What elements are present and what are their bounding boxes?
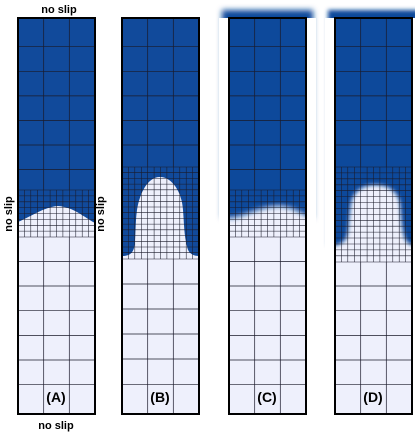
panel-frame <box>228 17 307 415</box>
panel-frame <box>17 17 96 415</box>
coarse-grid <box>18 18 95 414</box>
panel-frame <box>334 17 413 415</box>
top-boundary-label: no slip <box>41 4 77 16</box>
fine-grid <box>122 166 199 260</box>
heavy-fluid <box>328 10 415 246</box>
left-boundary-label: no slip <box>3 196 15 232</box>
heavy-fluid <box>222 10 313 219</box>
panel-b: (B) <box>121 17 200 415</box>
coarse-grid <box>335 18 412 414</box>
side-boundary-label: no slip <box>95 196 107 232</box>
fine-grid <box>335 166 412 263</box>
panel-d: (D) <box>325 10 415 415</box>
fine-grid <box>229 189 306 238</box>
bottom-boundary-label: no slip <box>38 420 74 432</box>
coarse-grid <box>229 18 306 414</box>
panel-a: (A) <box>17 17 96 415</box>
panel-label: (D) <box>363 389 382 405</box>
panel-label: (C) <box>257 389 276 405</box>
fine-grid <box>18 189 95 238</box>
panel-c: (C) <box>219 10 316 415</box>
panel-frame <box>121 17 200 415</box>
panel-label: (A) <box>46 389 65 405</box>
heavy-fluid <box>122 18 199 256</box>
coarse-grid <box>122 18 199 414</box>
panel-label: (B) <box>150 389 169 405</box>
